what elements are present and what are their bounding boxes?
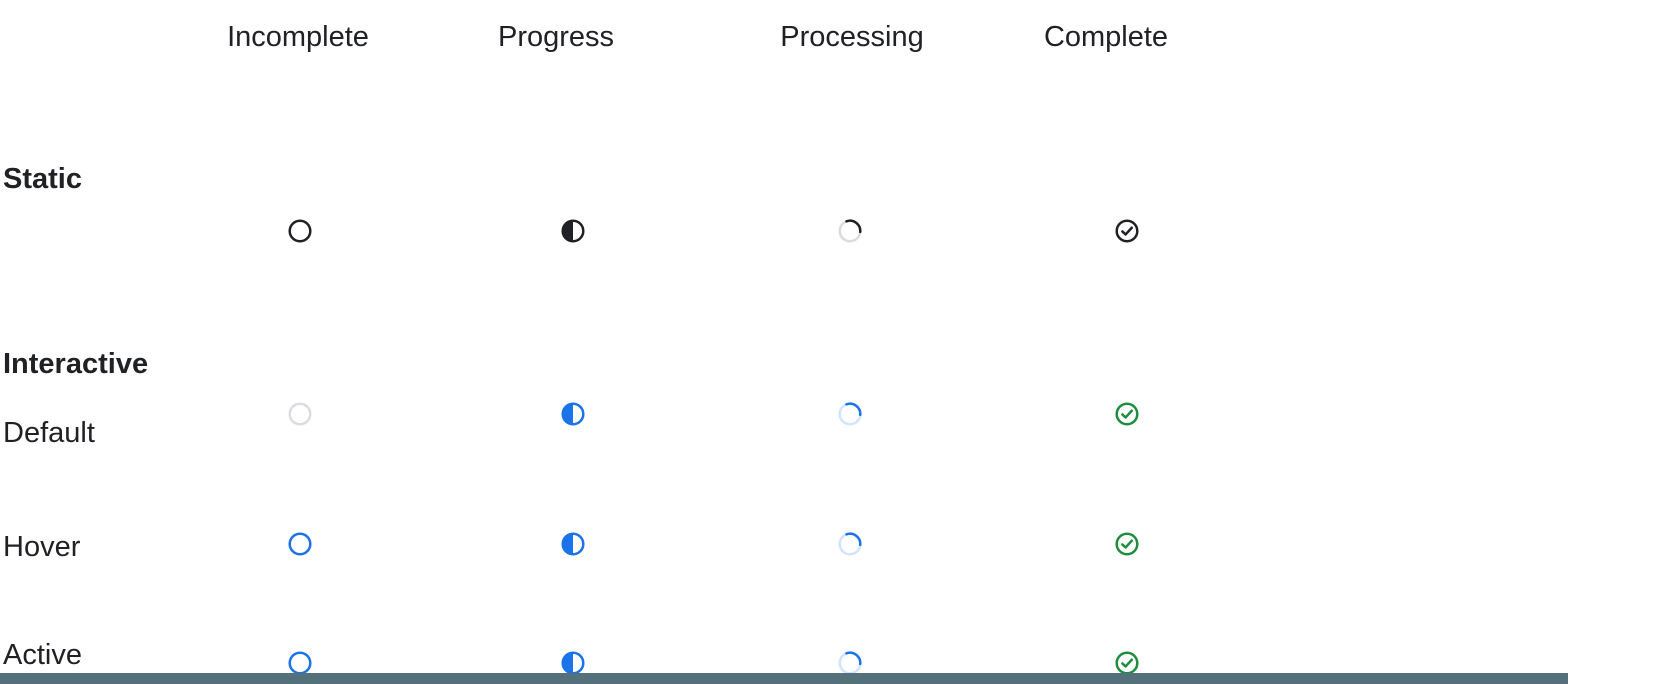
static-incomplete-circle-icon	[287, 218, 313, 244]
row-label-active: Active	[3, 639, 82, 671]
hover-progress-half-circle-icon[interactable]	[560, 531, 586, 557]
default-processing-spinner-icon[interactable]	[837, 401, 863, 427]
section-title-static: Static	[3, 163, 82, 195]
row-label-hover: Hover	[3, 531, 81, 563]
default-complete-check-icon[interactable]	[1114, 401, 1140, 427]
column-header-incomplete: Incomplete	[227, 21, 369, 53]
section-title-interactive: Interactive	[3, 348, 149, 380]
hover-processing-spinner-icon[interactable]	[837, 531, 863, 557]
bottom-accent-bar	[0, 673, 1568, 684]
default-incomplete-circle-icon[interactable]	[287, 401, 313, 427]
default-progress-half-circle-icon[interactable]	[560, 401, 586, 427]
column-header-complete: Complete	[1043, 21, 1169, 53]
column-header-progress: Progress	[497, 21, 615, 53]
row-label-default: Default	[3, 417, 95, 449]
static-complete-check-icon	[1114, 218, 1140, 244]
hover-complete-check-icon[interactable]	[1114, 531, 1140, 557]
hover-incomplete-circle-icon[interactable]	[287, 531, 313, 557]
static-progress-half-circle-icon	[560, 218, 586, 244]
static-processing-spinner-icon	[837, 218, 863, 244]
column-header-processing: Processing	[780, 21, 924, 53]
